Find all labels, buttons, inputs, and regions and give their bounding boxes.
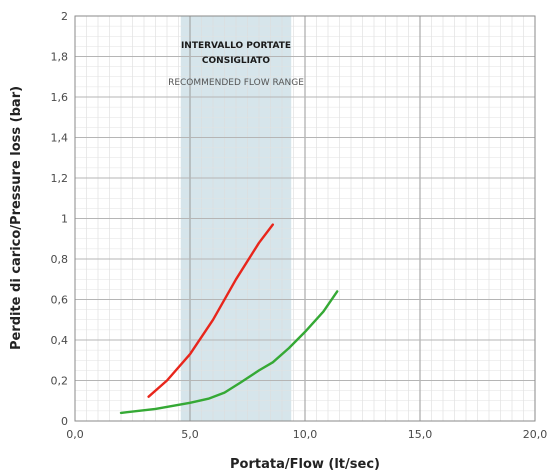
y-tick-label: 1,2 bbox=[51, 172, 69, 185]
x-axis-title: Portata/Flow (lt/sec) bbox=[230, 457, 380, 472]
series-layer bbox=[119, 223, 339, 415]
y-tick-label: 2 bbox=[61, 10, 68, 23]
y-axis-title: Perdite di carico/Pressure loss (bar) bbox=[9, 86, 24, 350]
y-tick-label: 0,8 bbox=[51, 253, 69, 266]
series-line-red bbox=[147, 223, 274, 398]
y-tick-label: 1,4 bbox=[51, 132, 69, 145]
x-tick-label: 20,0 bbox=[523, 428, 548, 441]
y-tick-label: 0 bbox=[61, 415, 68, 428]
ticks-layer: 00,20,40,60,811,21,41,61,820,0 5,0 10,0 15,… bbox=[51, 10, 548, 441]
y-tick-label: 0,2 bbox=[51, 375, 69, 388]
y-tick-label: 1 bbox=[61, 213, 68, 226]
x-tick-label: 5,0 bbox=[181, 428, 199, 441]
x-tick-label: 0,0 bbox=[66, 428, 84, 441]
range-subtitle: RECOMMENDED FLOW RANGE bbox=[168, 78, 304, 88]
x-tick-label: 15,0 bbox=[408, 428, 433, 441]
range-title-line1: INTERVALLO PORTATE bbox=[181, 41, 291, 51]
y-tick-label: 0,6 bbox=[51, 294, 69, 307]
y-tick-label: 1,8 bbox=[51, 51, 69, 64]
grid-layer bbox=[74, 15, 536, 422]
series-line-green bbox=[119, 290, 339, 415]
range-title-line2: CONSIGLIATO bbox=[202, 56, 270, 66]
y-tick-label: 0,4 bbox=[51, 334, 69, 347]
plot-frame bbox=[74, 15, 536, 422]
x-tick-label: 10,0 bbox=[293, 428, 318, 441]
y-tick-label: 1,6 bbox=[51, 91, 69, 104]
